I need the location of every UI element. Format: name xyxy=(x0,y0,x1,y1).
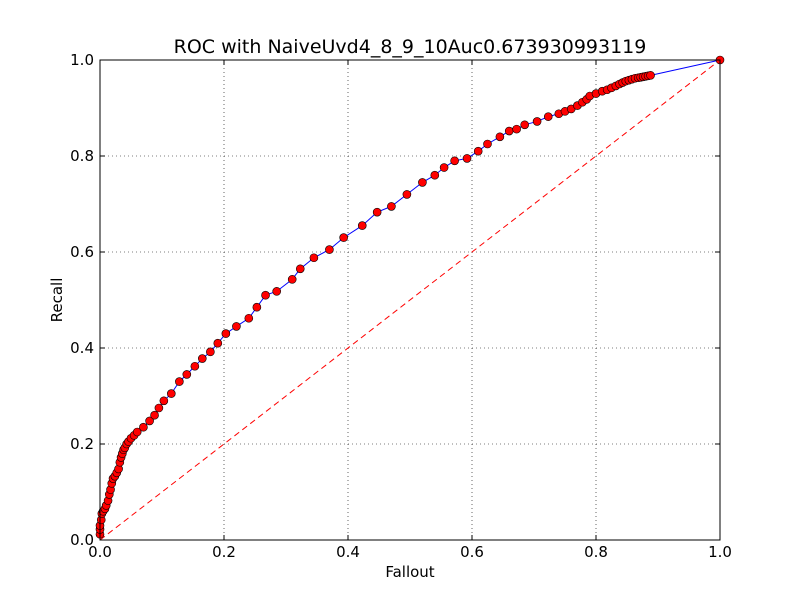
roc-point xyxy=(402,190,412,199)
roc-point xyxy=(244,313,254,323)
roc-point xyxy=(198,354,207,363)
roc-point xyxy=(439,163,449,172)
x-tick-label: 0.0 xyxy=(88,543,112,561)
roc-point xyxy=(646,71,655,80)
roc-point xyxy=(473,146,483,156)
chart-title: ROC with NaiveUvd4_8_9_10Auc0.6739309931… xyxy=(174,36,647,58)
x-tick-label: 0.2 xyxy=(212,543,236,561)
y-tick-label: 0.0 xyxy=(70,531,94,549)
roc-point xyxy=(159,396,169,406)
roc-point xyxy=(309,253,319,263)
grid-lines xyxy=(100,60,720,540)
x-axis-label: Fallout xyxy=(385,563,434,581)
roc-point xyxy=(287,275,297,284)
roc-point xyxy=(462,154,472,163)
roc-curve-line xyxy=(99,59,721,535)
roc-point xyxy=(154,403,164,413)
roc-point xyxy=(543,112,553,121)
roc-point xyxy=(182,370,192,379)
data-markers xyxy=(95,55,725,539)
roc-point xyxy=(167,389,176,398)
x-tick-label: 0.8 xyxy=(584,543,608,561)
roc-point xyxy=(232,322,241,331)
roc-point xyxy=(221,329,231,338)
roc-point xyxy=(418,178,427,187)
roc-point xyxy=(150,410,159,420)
roc-point xyxy=(252,302,262,312)
roc-point xyxy=(520,120,530,130)
roc-point xyxy=(372,207,382,217)
y-tick-label: 0.2 xyxy=(70,435,94,453)
axis-ticks xyxy=(99,59,721,541)
roc-point xyxy=(387,202,396,211)
roc-point xyxy=(132,427,142,437)
x-tick-labels: 0.0 0.2 0.4 0.6 0.8 1.0 xyxy=(88,543,732,561)
series-lines xyxy=(99,59,721,541)
roc-point xyxy=(190,361,200,371)
y-axis-label: Recall xyxy=(48,278,66,323)
x-tick-label: 0.4 xyxy=(336,543,360,561)
roc-point xyxy=(175,377,184,386)
roc-point xyxy=(495,132,505,142)
roc-point xyxy=(430,170,440,180)
roc-point xyxy=(295,264,305,274)
roc-point xyxy=(504,126,514,136)
roc-point xyxy=(357,221,367,230)
roc-point xyxy=(483,139,492,149)
y-tick-label: 0.6 xyxy=(70,243,94,261)
roc-point xyxy=(512,124,521,134)
y-tick-label: 0.4 xyxy=(70,339,94,357)
chance-line xyxy=(99,59,721,541)
roc-point xyxy=(339,233,348,242)
plot-frame xyxy=(99,59,721,541)
x-tick-label: 1.0 xyxy=(708,543,732,561)
roc-point xyxy=(145,416,154,426)
roc-point xyxy=(272,287,282,296)
roc-point xyxy=(261,290,270,300)
x-tick-label: 0.6 xyxy=(460,543,484,561)
y-tick-label: 0.8 xyxy=(70,147,94,165)
roc-point xyxy=(213,338,223,348)
y-tick-labels: 0.0 0.2 0.4 0.6 0.8 1.0 xyxy=(70,51,94,549)
roc-point xyxy=(325,245,334,254)
y-tick-label: 1.0 xyxy=(70,51,94,69)
roc-point xyxy=(139,422,148,432)
roc-point xyxy=(206,347,215,357)
roc-point xyxy=(532,117,542,126)
roc-point xyxy=(450,156,459,166)
